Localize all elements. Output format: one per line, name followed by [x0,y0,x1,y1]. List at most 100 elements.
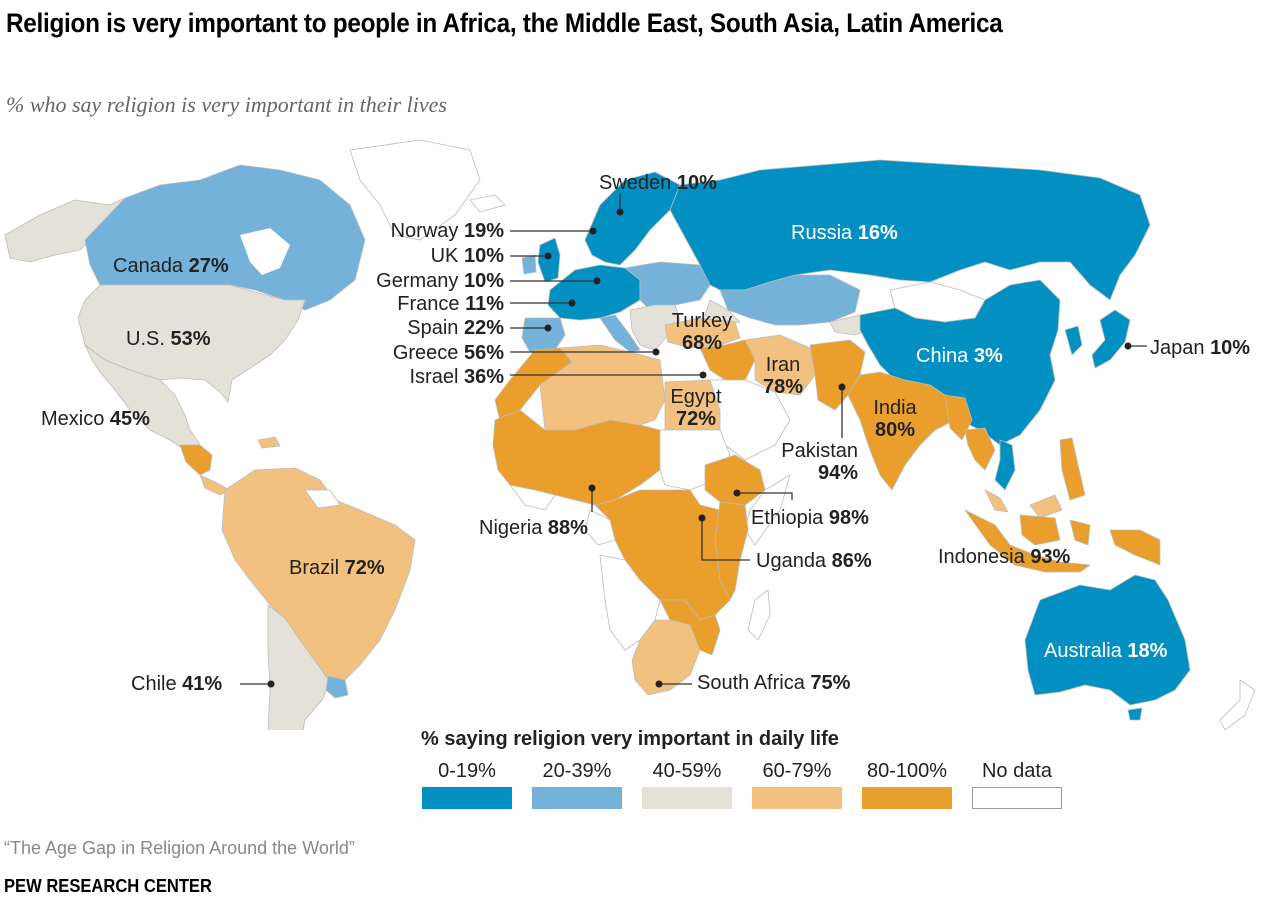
dot-nigeria [588,484,596,492]
dot-france [568,299,576,307]
region-iberia [521,317,566,353]
dot-uganda [698,514,706,522]
dot-sweden [616,208,624,216]
legend-label: 20-39% [542,760,612,782]
label-france: France 11% [397,293,504,315]
label-brazil: Brazil 72% [289,557,385,579]
region-philippines [1059,437,1086,501]
legend-label: 60-79% [762,760,832,782]
region-tasmania [1127,707,1143,721]
dot-japan [1124,342,1132,350]
source-note: “The Age Gap in Religion Around the Worl… [4,838,355,858]
label-israel: Israel 36% [409,366,505,388]
region-thailand [964,427,996,471]
dot-chile [267,680,275,688]
label-china: China 3% [916,345,1003,367]
label-indonesia: Indonesia 93% [938,546,1071,568]
region-indonesia [964,509,1161,573]
region-central-america [179,444,213,476]
legend-item-0-19: 0-19% [421,760,513,809]
region-uruguay [325,675,349,699]
dot-norway [589,227,597,235]
label-south-africa: South Africa 75% [697,672,851,694]
region-malaysia [984,489,1063,519]
label-egypt: Egypt 72% [670,386,722,430]
dot-spain [544,324,552,332]
label-ethiopia: Ethiopia 98% [751,507,869,529]
region-greenland [349,139,481,241]
label-pakistan: Pakistan 94% [781,440,858,484]
page-title: Religion is very important to people in … [6,8,1003,38]
label-uk: UK 10% [430,245,504,267]
region-east-africa [714,501,749,601]
region-hudson-bay [240,228,290,275]
region-ethiopia [704,454,766,506]
label-canada: Canada 27% [113,255,229,277]
label-chile: Chile 41% [131,673,223,695]
region-eastern-europe [624,261,711,311]
label-australia: Australia 18% [1044,640,1168,662]
region-guianas [304,489,341,509]
label-japan: Japan 10% [1150,337,1251,359]
legend-swatch [532,787,622,809]
region-gabon [584,509,616,546]
region-sahel [492,409,661,506]
region-italy [599,314,641,353]
region-new-zealand [1219,679,1256,730]
label-us: U.S. 53% [126,328,211,350]
label-germany: Germany 10% [376,270,504,292]
region-ireland [521,254,537,275]
label-nigeria: Nigeria 88% [479,517,588,539]
dot-ethiopia [733,489,741,497]
region-western-europe [547,264,641,321]
legend-item-80-100: 80-100% [861,760,953,809]
legend-swatch [642,787,732,809]
label-turkey: Turkey 68% [671,310,733,354]
label-uganda: Uganda 86% [756,550,872,572]
region-australia [1024,574,1191,706]
brand-logo: PEW RESEARCH CENTER [4,876,212,896]
region-uk [537,237,561,283]
region-caribbean [257,436,281,449]
label-norway: Norway 19% [390,220,504,242]
legend-label: 40-59% [652,760,722,782]
dot-south-africa [655,680,663,688]
region-central-asia [719,274,861,326]
dot-germany [593,277,601,285]
region-iraq-syria [699,339,756,381]
label-sweden: Sweden 10% [599,172,717,194]
legend: 0-19% 20-39% 40-59% 60-79% 80-100% No da… [421,760,1063,809]
region-russia [669,159,1151,301]
label-mexico: Mexico 45% [41,408,150,430]
dot-israel [699,371,707,379]
region-korea [1064,325,1083,356]
legend-label: 80-100% [866,760,948,782]
legend-item-20-39: 20-39% [531,760,623,809]
legend-swatch [422,787,512,809]
region-vietnam [994,439,1016,491]
region-west-coast [509,484,556,511]
dot-pakistan [838,383,846,391]
region-india [847,371,956,491]
legend-title: % saying religion very important in dail… [421,728,839,750]
region-japan [1091,309,1131,369]
region-south-africa [631,619,701,696]
page-subtitle: % who say religion is very important in … [6,92,447,117]
label-india: India 80% [873,397,917,441]
region-turkey [664,317,741,349]
label-russia: Russia 16% [791,222,898,244]
legend-label: 0-19% [438,760,496,782]
region-madagascar [747,589,771,641]
legend-label: No data [981,760,1053,782]
region-scandinavia [584,171,681,266]
legend-swatch [972,787,1062,809]
dot-greece [652,348,660,356]
legend-swatch [862,787,952,809]
region-southern-cone [267,604,331,730]
label-greece: Greece 56% [392,342,504,364]
label-iran: Iran 78% [762,354,804,398]
label-spain: Spain 22% [407,317,504,339]
region-egypt [664,379,721,431]
region-iceland [469,194,506,213]
region-iran [744,334,816,396]
